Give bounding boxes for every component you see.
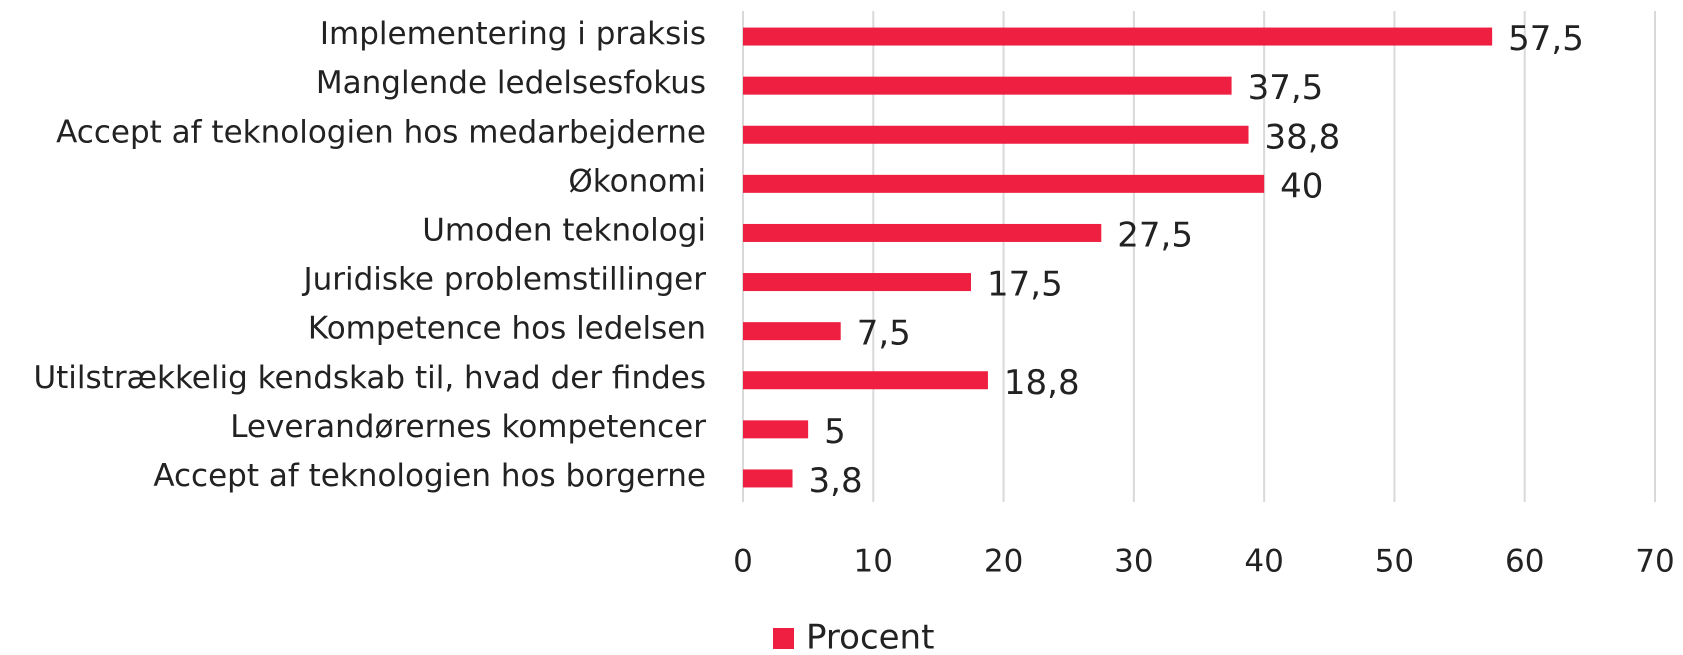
data-label: 7,5: [857, 314, 911, 354]
data-label: 38,8: [1265, 117, 1341, 157]
data-label: 18,8: [1004, 363, 1080, 403]
y-tick-label: Accept af teknologien hos medarbejderne: [56, 114, 706, 150]
y-tick-label: Accept af teknologien hos borgerne: [153, 458, 706, 494]
y-tick-label: Økonomi: [568, 163, 706, 199]
bar: [743, 322, 841, 341]
y-tick-label: Manglende ledelsesfokus: [316, 65, 706, 101]
x-tick-label: 40: [1244, 544, 1283, 580]
x-tick-label: 20: [984, 544, 1023, 580]
x-tick-label: 0: [733, 544, 753, 580]
data-label: 57,5: [1508, 19, 1584, 59]
data-label: 17,5: [987, 265, 1063, 305]
y-tick-label: Utilstrækkelig kendskab til, hvad der fi…: [33, 360, 706, 396]
bar: [743, 125, 1249, 144]
y-tick-label: Juridiske problemstillinger: [301, 262, 706, 298]
y-tick-label: Implementering i praksis: [320, 16, 706, 52]
bar: [743, 371, 988, 390]
bar: [743, 223, 1102, 242]
bar: [743, 27, 1493, 46]
data-label: 40: [1280, 166, 1323, 206]
data-label: 27,5: [1117, 215, 1193, 255]
x-tick-label: 60: [1505, 544, 1544, 580]
bar: [743, 273, 971, 292]
data-label: 5: [824, 412, 846, 452]
x-tick-label: 30: [1114, 544, 1153, 580]
y-tick-label: Leverandørernes kompetencer: [230, 409, 706, 445]
bar: [743, 469, 793, 488]
data-label: 3,8: [809, 461, 863, 501]
bar: [743, 76, 1232, 95]
x-tick-label: 70: [1635, 544, 1674, 580]
bar: [743, 174, 1265, 193]
x-tick-label: 10: [854, 544, 893, 580]
x-tick-label: 50: [1375, 544, 1414, 580]
data-label: 37,5: [1248, 68, 1324, 108]
y-tick-label: Kompetence hos ledelsen: [308, 311, 706, 347]
legend-label: Procent: [806, 618, 934, 655]
legend-swatch: [773, 628, 794, 649]
y-tick-label: Umoden teknologi: [422, 212, 706, 248]
bar: [743, 420, 809, 439]
